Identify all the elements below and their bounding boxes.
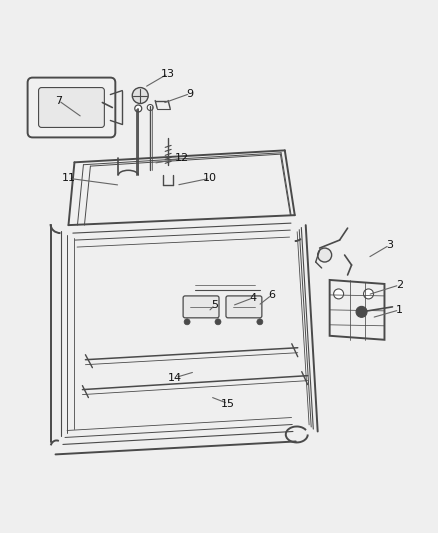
Circle shape: [356, 306, 367, 317]
Text: 10: 10: [203, 173, 217, 183]
Circle shape: [147, 104, 153, 110]
Text: 12: 12: [175, 154, 189, 163]
Text: 11: 11: [61, 173, 75, 183]
Text: 5: 5: [212, 300, 219, 310]
Text: 4: 4: [249, 293, 257, 303]
Text: 15: 15: [221, 399, 235, 409]
FancyBboxPatch shape: [226, 296, 262, 318]
Circle shape: [364, 289, 374, 299]
Circle shape: [184, 319, 190, 325]
Text: 7: 7: [55, 95, 62, 106]
FancyBboxPatch shape: [39, 87, 104, 127]
Circle shape: [132, 87, 148, 103]
FancyBboxPatch shape: [183, 296, 219, 318]
Circle shape: [215, 319, 221, 325]
Text: 1: 1: [396, 305, 403, 315]
Circle shape: [334, 289, 343, 299]
Text: 2: 2: [396, 280, 403, 290]
Text: 13: 13: [161, 69, 175, 78]
Circle shape: [318, 248, 332, 262]
Circle shape: [257, 319, 263, 325]
Text: 3: 3: [386, 240, 393, 250]
FancyBboxPatch shape: [28, 78, 115, 138]
Text: 9: 9: [187, 88, 194, 99]
Text: 6: 6: [268, 290, 276, 300]
Circle shape: [135, 105, 142, 112]
Text: 14: 14: [168, 373, 182, 383]
